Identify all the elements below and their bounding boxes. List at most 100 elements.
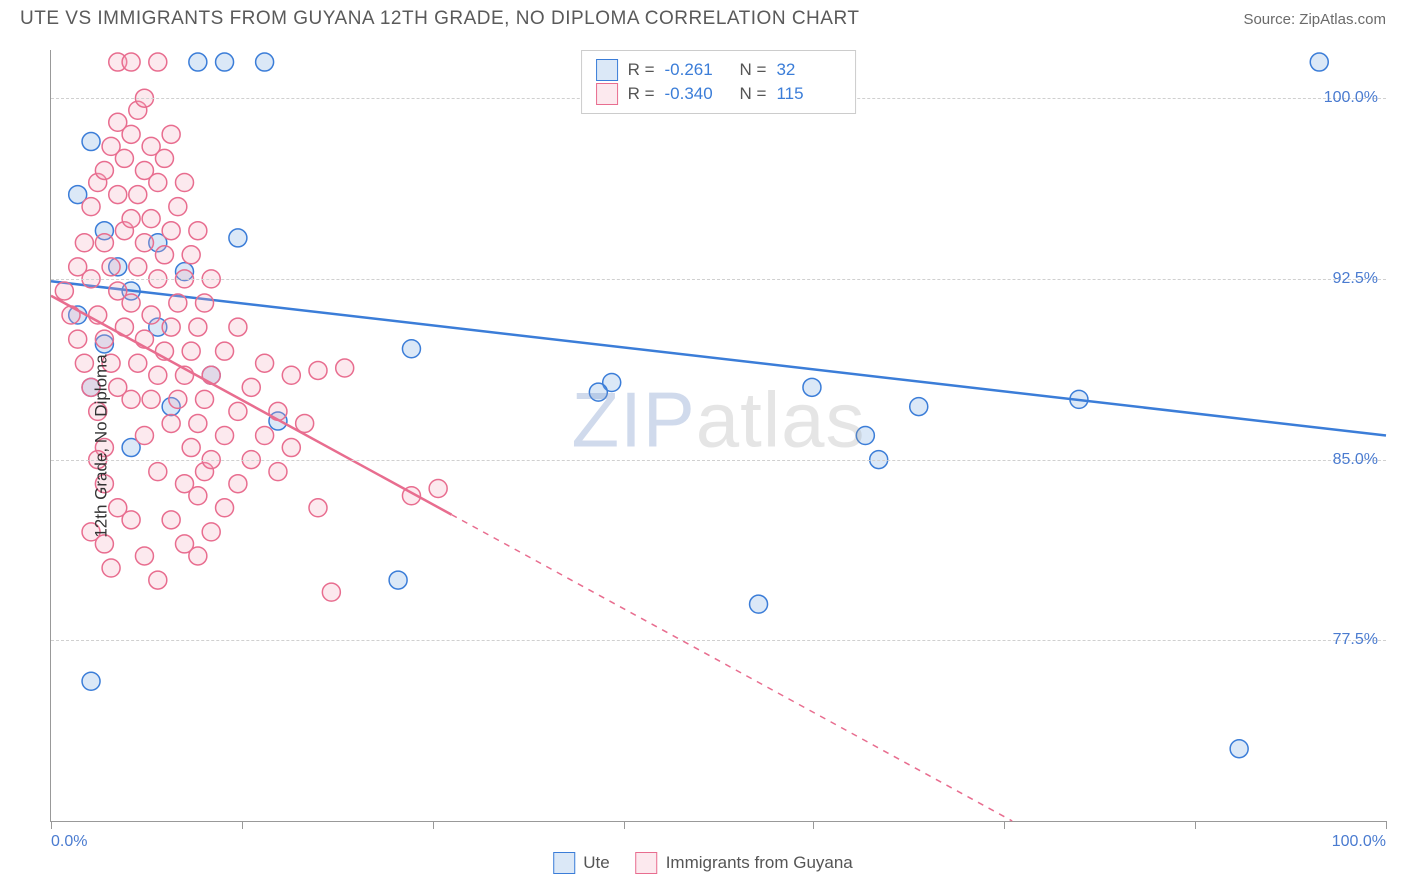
legend-swatch: [553, 852, 575, 874]
data-point: [309, 499, 327, 517]
data-point: [216, 53, 234, 71]
data-point: [256, 53, 274, 71]
data-point: [155, 246, 173, 264]
data-point: [282, 439, 300, 457]
data-point: [189, 222, 207, 240]
r-value: -0.340: [665, 84, 730, 104]
data-point: [182, 439, 200, 457]
data-point: [1230, 740, 1248, 758]
data-point: [189, 547, 207, 565]
data-point: [202, 523, 220, 541]
data-point: [122, 390, 140, 408]
data-point: [95, 234, 113, 252]
data-point: [202, 366, 220, 384]
legend-item: Immigrants from Guyana: [636, 852, 853, 874]
data-point: [82, 672, 100, 690]
data-point: [149, 366, 167, 384]
data-point: [75, 234, 93, 252]
trend-line: [51, 281, 1386, 435]
data-point: [122, 511, 140, 529]
legend-swatch: [636, 852, 658, 874]
data-point: [102, 559, 120, 577]
data-point: [229, 402, 247, 420]
data-point: [115, 149, 133, 167]
data-point: [129, 258, 147, 276]
x-tick-label: 0.0%: [51, 833, 87, 851]
data-point: [429, 480, 447, 498]
data-point: [129, 354, 147, 372]
data-point: [102, 258, 120, 276]
legend-row: R =-0.340N =115: [596, 83, 842, 105]
data-point: [149, 463, 167, 481]
data-point: [142, 306, 160, 324]
data-point: [750, 595, 768, 613]
data-point: [189, 53, 207, 71]
data-point: [229, 229, 247, 247]
data-point: [229, 318, 247, 336]
r-label: R =: [628, 84, 655, 104]
data-point: [149, 174, 167, 192]
legend-label: Ute: [583, 853, 609, 873]
chart-title: UTE VS IMMIGRANTS FROM GUYANA 12TH GRADE…: [20, 8, 859, 30]
series-legend: Ute Immigrants from Guyana: [553, 852, 853, 874]
data-point: [155, 149, 173, 167]
legend-swatch: [596, 59, 618, 81]
data-point: [182, 342, 200, 360]
data-point: [169, 294, 187, 312]
data-point: [129, 186, 147, 204]
data-point: [216, 499, 234, 517]
scatter-svg: [51, 50, 1386, 821]
legend-item: Ute: [553, 852, 609, 874]
data-point: [309, 361, 327, 379]
data-point: [162, 125, 180, 143]
data-point: [122, 125, 140, 143]
data-point: [196, 294, 214, 312]
data-point: [149, 571, 167, 589]
n-value: 32: [776, 60, 841, 80]
data-point: [149, 53, 167, 71]
data-point: [55, 282, 73, 300]
data-point: [122, 53, 140, 71]
r-label: R =: [628, 60, 655, 80]
y-tick-label: 77.5%: [1333, 631, 1378, 649]
data-point: [1310, 53, 1328, 71]
data-point: [135, 427, 153, 445]
n-value: 115: [776, 84, 841, 104]
data-point: [142, 390, 160, 408]
correlation-legend: R =-0.261N =32R =-0.340N =115: [581, 50, 857, 114]
data-point: [135, 234, 153, 252]
x-tick-label: 100.0%: [1332, 833, 1386, 851]
data-point: [142, 210, 160, 228]
data-point: [196, 390, 214, 408]
data-point: [95, 330, 113, 348]
y-tick-label: 92.5%: [1333, 270, 1378, 288]
data-point: [402, 340, 420, 358]
data-point: [189, 318, 207, 336]
data-point: [803, 378, 821, 396]
data-point: [910, 398, 928, 416]
data-point: [336, 359, 354, 377]
data-point: [389, 571, 407, 589]
data-point: [189, 487, 207, 505]
trend-line-extrapolated: [452, 515, 1013, 821]
data-point: [216, 427, 234, 445]
data-point: [169, 390, 187, 408]
data-point: [256, 354, 274, 372]
data-point: [69, 330, 87, 348]
data-point: [322, 583, 340, 601]
y-tick-label: 100.0%: [1324, 89, 1378, 107]
data-point: [122, 294, 140, 312]
y-axis-label: 12th Grade, No Diploma: [92, 354, 112, 537]
data-point: [856, 427, 874, 445]
data-point: [162, 222, 180, 240]
legend-row: R =-0.261N =32: [596, 59, 842, 81]
data-point: [182, 246, 200, 264]
data-point: [176, 174, 194, 192]
data-point: [82, 133, 100, 151]
data-point: [162, 511, 180, 529]
r-value: -0.261: [665, 60, 730, 80]
data-point: [189, 414, 207, 432]
data-point: [82, 198, 100, 216]
data-point: [95, 161, 113, 179]
data-point: [229, 475, 247, 493]
